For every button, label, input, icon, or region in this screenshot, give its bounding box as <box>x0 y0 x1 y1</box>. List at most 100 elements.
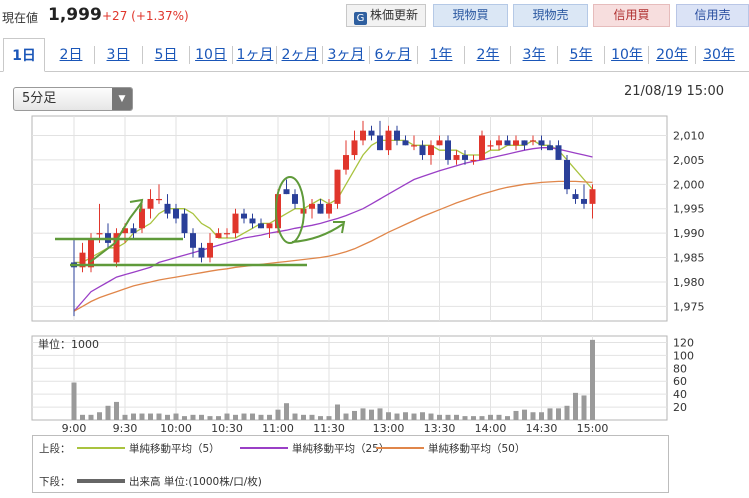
candle-body <box>445 140 451 160</box>
buy-margin-button[interactable]: 信用買 <box>593 4 670 27</box>
volume-bar <box>122 414 128 420</box>
price-plot-area <box>31 115 668 322</box>
tab-11[interactable]: 3年 <box>522 47 546 63</box>
candle-body <box>589 189 596 204</box>
legend-ma50-swatch <box>376 447 424 449</box>
tab-separator <box>94 46 95 64</box>
volume-y-tick-label: 40 <box>673 388 687 401</box>
tab-separator <box>648 46 649 64</box>
volume-bar <box>284 403 289 420</box>
candle-body <box>88 238 94 268</box>
tab-2[interactable]: 3日 <box>106 47 130 63</box>
legend-ma5-swatch <box>77 447 125 449</box>
candle-body <box>130 228 137 234</box>
volume-bar <box>564 405 570 420</box>
candle <box>411 135 417 151</box>
volume-bar <box>462 416 468 420</box>
candle <box>445 135 451 165</box>
candle <box>249 213 256 229</box>
candle-body <box>428 145 434 156</box>
update-price-label: 株価更新 <box>369 8 418 22</box>
sell-margin-button[interactable]: 信用売 <box>676 4 749 27</box>
tab-separator <box>189 46 190 64</box>
tab-14[interactable]: 20年 <box>656 47 688 63</box>
volume-bar <box>165 414 170 420</box>
candle <box>343 140 349 175</box>
candle <box>419 140 426 160</box>
sell-spot-button[interactable]: 現物売 <box>513 4 588 27</box>
candle <box>487 140 494 151</box>
candle <box>79 242 86 273</box>
candle <box>156 184 162 204</box>
tab-0[interactable]: 1日 <box>3 38 45 72</box>
candle-body <box>156 198 162 201</box>
candle-body <box>139 208 145 229</box>
volume-bar <box>377 408 383 420</box>
tab-7[interactable]: 3ヶ月 <box>327 47 365 63</box>
volume-bar <box>233 414 238 420</box>
volume-y-tick-label: 60 <box>673 375 687 388</box>
tab-10[interactable]: 2年 <box>476 47 500 63</box>
tab-6[interactable]: 2ヶ月 <box>281 47 319 63</box>
x-tick-label: 14:30 <box>526 422 558 435</box>
candle <box>96 203 103 243</box>
candle <box>215 228 222 239</box>
tab-4[interactable]: 10日 <box>195 47 227 63</box>
volume-bar <box>581 395 587 420</box>
volume-bar <box>182 416 187 420</box>
candle-body <box>343 155 349 170</box>
volume-bar <box>318 416 323 420</box>
candle-body <box>504 140 511 146</box>
candle <box>241 208 247 224</box>
candle <box>283 179 290 195</box>
candle-body <box>470 159 477 162</box>
volume-bar <box>241 413 247 420</box>
volume-bar <box>454 414 459 420</box>
quote-header: 現在値 1,999 +27 (+1.37%) G 株価更新 現物買 現物売 信用買… <box>0 0 749 34</box>
volume-bar <box>496 414 502 420</box>
tab-13[interactable]: 10年 <box>611 47 643 63</box>
annotation-arrow-2 <box>291 223 344 243</box>
candle-body <box>351 140 358 156</box>
interval-select[interactable]: 5分足 ▼ <box>13 87 133 111</box>
update-price-button[interactable]: G 株価更新 <box>346 4 426 27</box>
tab-8[interactable]: 6ヶ月 <box>374 47 412 63</box>
tab-9[interactable]: 1年 <box>429 47 453 63</box>
candle <box>462 150 468 165</box>
tab-12[interactable]: 5年 <box>569 47 593 63</box>
candle <box>292 189 298 209</box>
candle-body <box>487 145 494 147</box>
candle-body <box>581 198 587 204</box>
candle-body <box>181 213 188 234</box>
tab-1[interactable]: 2日 <box>59 47 83 63</box>
volume-bar <box>369 409 374 420</box>
volume-bar <box>539 412 544 420</box>
price-y-tick-label: 2,010 <box>673 130 705 143</box>
candle <box>385 125 392 156</box>
volume-bar <box>471 416 476 420</box>
volume-bar <box>207 416 213 420</box>
volume-bar <box>114 401 119 420</box>
candle-body <box>190 233 196 248</box>
volume-bar <box>394 413 400 420</box>
candle <box>479 130 485 160</box>
candle-body <box>147 198 154 209</box>
candle-body <box>224 233 230 235</box>
tab-separator <box>557 46 558 64</box>
candle-body <box>419 145 426 156</box>
candle-body <box>275 194 281 229</box>
tab-separator <box>276 46 277 64</box>
candle <box>513 135 519 151</box>
candle <box>164 194 171 219</box>
annotation-arrow-1 <box>89 201 143 263</box>
tab-separator <box>464 46 465 64</box>
volume-bar <box>80 414 85 420</box>
buy-spot-button[interactable]: 現物買 <box>433 4 508 27</box>
volume-bar <box>139 413 145 420</box>
tab-3[interactable]: 5日 <box>154 47 178 63</box>
candle-body <box>122 228 128 234</box>
x-tick-label: 13:30 <box>424 422 456 435</box>
x-tick-label: 15:00 <box>577 422 609 435</box>
tab-15[interactable]: 30年 <box>703 47 735 63</box>
tab-5[interactable]: 1ヶ月 <box>236 47 274 63</box>
